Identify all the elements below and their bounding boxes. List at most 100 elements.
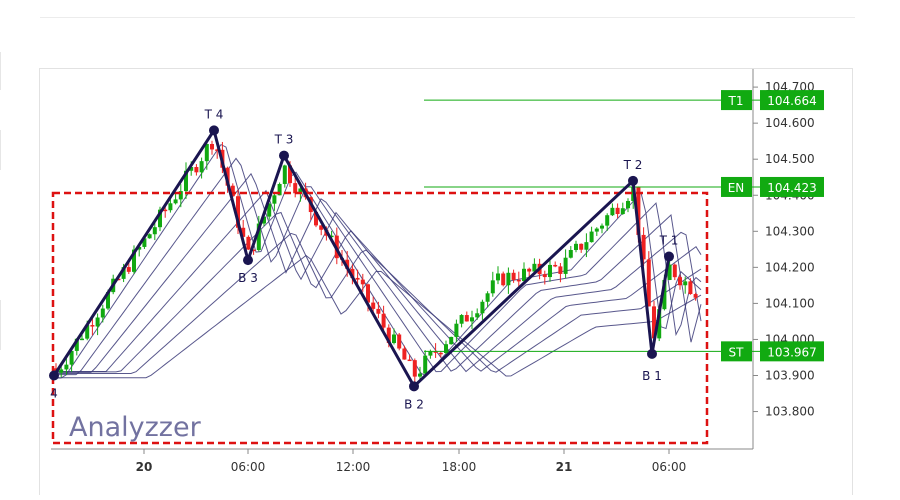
- candle-up: [548, 264, 552, 278]
- candle-down: [194, 167, 199, 173]
- candle-down: [553, 264, 558, 267]
- candle-up: [262, 216, 266, 224]
- level-tag: [721, 341, 752, 362]
- candle-up: [563, 257, 568, 274]
- pattern-label: T 2: [623, 158, 643, 172]
- candle-up: [69, 350, 74, 365]
- candle-up: [584, 242, 589, 250]
- level-label: EN: [728, 181, 745, 195]
- candle-up: [568, 249, 573, 258]
- candle-up: [683, 281, 688, 286]
- candle-down: [210, 144, 214, 150]
- candle-down: [693, 294, 698, 298]
- candle-up: [459, 315, 464, 324]
- candle-up: [485, 293, 490, 302]
- candle-up: [173, 199, 178, 204]
- candle-up: [158, 209, 162, 228]
- watermark: Analyzzer: [69, 412, 202, 443]
- candle-up: [449, 336, 454, 345]
- price-chart[interactable]: 103.800103.900104.000104.100104.200104.3…: [40, 69, 854, 496]
- y-tick-label: 104.200: [765, 260, 815, 274]
- candle-down: [558, 266, 563, 274]
- candle-down: [345, 259, 350, 269]
- candle-down: [215, 149, 220, 151]
- candle-up: [100, 308, 105, 318]
- candle-down: [251, 249, 256, 252]
- candle-down: [355, 277, 360, 280]
- pattern-label: T 4: [204, 107, 224, 121]
- candle-down: [366, 284, 370, 303]
- candle-up: [199, 161, 204, 173]
- candle-up: [496, 273, 500, 281]
- level-value-box: [760, 176, 824, 197]
- pattern-point: [647, 348, 657, 359]
- candle-down: [230, 185, 235, 197]
- moving-average-line: [56, 254, 702, 379]
- pattern-point: [279, 150, 289, 161]
- candle-up: [152, 227, 157, 235]
- pattern-label: B 3: [238, 271, 258, 285]
- candle-down: [314, 212, 318, 226]
- candle-up: [662, 279, 667, 310]
- level-value: 104.664: [767, 94, 817, 108]
- x-tick-label: 18:00: [442, 460, 477, 474]
- candle-up: [277, 183, 282, 196]
- pattern-point: [243, 255, 253, 266]
- candle-up: [204, 144, 209, 162]
- pattern-label: T 1: [659, 234, 679, 248]
- left-edge-mark: [0, 130, 1, 170]
- y-tick-label: 104.300: [765, 224, 815, 238]
- x-tick-label: 20: [136, 460, 153, 474]
- candle-up: [418, 373, 422, 377]
- level-label: T1: [728, 94, 744, 108]
- candle-down: [433, 351, 438, 353]
- candle-up: [392, 334, 396, 344]
- moving-average-line: [56, 189, 702, 373]
- pattern-point: [664, 251, 674, 262]
- candle-down: [371, 302, 376, 309]
- candle-up: [80, 338, 84, 341]
- candle-up: [600, 225, 604, 229]
- candle-down: [386, 327, 391, 344]
- candle-down: [293, 183, 298, 194]
- candle-down: [464, 315, 469, 322]
- candle-up: [444, 344, 448, 353]
- candle-down: [350, 268, 355, 278]
- candle-up: [121, 267, 126, 279]
- candle-up: [454, 323, 459, 337]
- candle-up: [610, 207, 615, 216]
- candle-up: [106, 292, 110, 309]
- candle-up: [506, 272, 511, 286]
- candle-up: [59, 369, 64, 373]
- candle-down: [376, 308, 381, 314]
- candle-up: [657, 309, 662, 339]
- candle-up: [256, 223, 261, 251]
- candle-up: [480, 301, 485, 314]
- level-value: 104.423: [767, 181, 817, 195]
- candle-up: [189, 167, 194, 171]
- candle-down: [402, 348, 407, 360]
- candle-up: [574, 243, 578, 250]
- level-value-box: [760, 341, 824, 362]
- y-tick-label: 104.600: [765, 116, 815, 130]
- pattern-point: [209, 125, 219, 136]
- pattern-label: T 3: [274, 133, 294, 147]
- candle-down: [672, 264, 677, 278]
- candle-up: [522, 268, 526, 282]
- level-label: ST: [729, 345, 745, 359]
- candle-up: [282, 165, 287, 184]
- candle-down: [438, 352, 443, 355]
- x-tick-label: 06:00: [231, 460, 266, 474]
- candle-up: [168, 203, 173, 211]
- x-tick-label: 21: [556, 460, 573, 474]
- candle-up: [594, 228, 599, 232]
- candle-down: [381, 313, 386, 328]
- y-tick-label: 103.800: [765, 405, 815, 419]
- candle-up: [147, 234, 152, 239]
- candle-up: [329, 235, 334, 238]
- candle-down: [246, 236, 251, 250]
- level-tag: [721, 90, 752, 111]
- y-tick-label: 104.500: [765, 152, 815, 166]
- candle-up: [142, 238, 147, 247]
- candle-up: [137, 246, 142, 250]
